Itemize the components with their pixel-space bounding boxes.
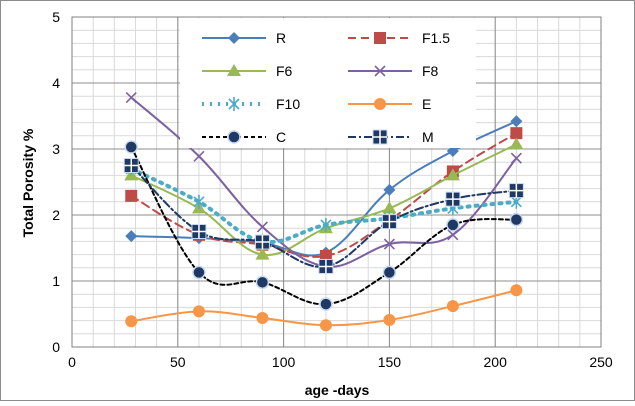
data-point (191, 224, 207, 239)
data-point (193, 150, 205, 162)
y-tick-label: 3 (52, 141, 60, 157)
data-point (125, 315, 138, 328)
data-point (383, 183, 396, 196)
legend-marker (374, 65, 386, 77)
legend-item: C (202, 129, 286, 145)
data-point (510, 115, 523, 128)
legend-label: F1.5 (422, 30, 450, 46)
data-point (192, 265, 206, 280)
data-point (255, 275, 270, 290)
data-point (447, 229, 459, 241)
legend-item: F10 (202, 96, 300, 112)
legend-marker (372, 129, 388, 145)
y-axis-label: Total Porosity % (20, 128, 36, 237)
data-point (383, 313, 396, 326)
x-tick-label: 150 (378, 354, 402, 370)
data-point (446, 300, 459, 313)
legend-marker (228, 32, 240, 44)
data-point (510, 284, 523, 297)
x-tick-label: 50 (170, 354, 186, 370)
legend-item: R (202, 30, 286, 46)
x-tick-label: 100 (272, 354, 296, 370)
y-tick-label: 5 (52, 9, 60, 25)
data-point (382, 201, 397, 214)
legend-marker (374, 98, 386, 110)
legend-item: F1.5 (348, 30, 450, 46)
x-axis-label: age -days (305, 382, 370, 398)
data-point (508, 183, 524, 199)
y-tick-label: 2 (52, 207, 60, 223)
data-point (255, 247, 270, 260)
data-point (509, 212, 524, 227)
legend-marker (374, 32, 386, 44)
legend-marker (227, 130, 241, 144)
x-tick-label: 250 (589, 354, 613, 370)
data-point (318, 258, 334, 274)
series-c (124, 140, 524, 311)
data-point (256, 221, 269, 233)
legend-label: F8 (422, 63, 439, 79)
legend-marker (227, 64, 241, 76)
y-tick-label: 4 (52, 75, 60, 91)
data-point (125, 91, 137, 104)
axes: 0 50 100 150 200 250 0 1 2 3 4 5 (52, 9, 613, 370)
data-point (381, 214, 397, 230)
legend-item: M (348, 129, 434, 145)
y-tick-label: 1 (52, 273, 60, 289)
series-group (123, 91, 524, 332)
x-tick-label: 0 (68, 354, 76, 370)
data-point (509, 137, 524, 150)
data-point (192, 305, 205, 318)
data-point (319, 319, 332, 332)
legend-item: F6 (202, 63, 293, 79)
legend-label: E (422, 96, 431, 112)
legend-item: F8 (348, 63, 439, 79)
plot-area-border (71, 16, 602, 348)
data-point (320, 217, 332, 232)
data-point (125, 230, 138, 243)
data-point (383, 238, 395, 250)
legend-item: E (348, 96, 431, 112)
series-m (123, 158, 524, 274)
legend-label: F6 (276, 63, 293, 79)
data-point (510, 152, 522, 164)
series-e (125, 284, 523, 332)
data-point (446, 218, 460, 232)
data-point (256, 311, 269, 324)
legend-label: M (422, 129, 434, 145)
legend-label: F10 (276, 96, 300, 112)
data-point (319, 297, 333, 311)
legend-marker (228, 97, 240, 111)
data-point (193, 194, 205, 209)
data-point (445, 168, 460, 181)
legend-background (180, 18, 476, 148)
data-point (124, 140, 138, 154)
data-point (319, 249, 332, 262)
y-tick-label: 0 (52, 339, 60, 355)
data-point (125, 189, 138, 202)
legend: R F1.5 F6 F8 F10 E C M (180, 18, 476, 148)
legend-label: C (276, 129, 286, 145)
data-point (445, 191, 461, 207)
data-point (254, 234, 270, 250)
data-point (382, 265, 397, 280)
data-point (510, 127, 523, 140)
x-tick-label: 200 (484, 354, 508, 370)
legend-label: R (276, 30, 286, 46)
data-point (123, 158, 139, 173)
